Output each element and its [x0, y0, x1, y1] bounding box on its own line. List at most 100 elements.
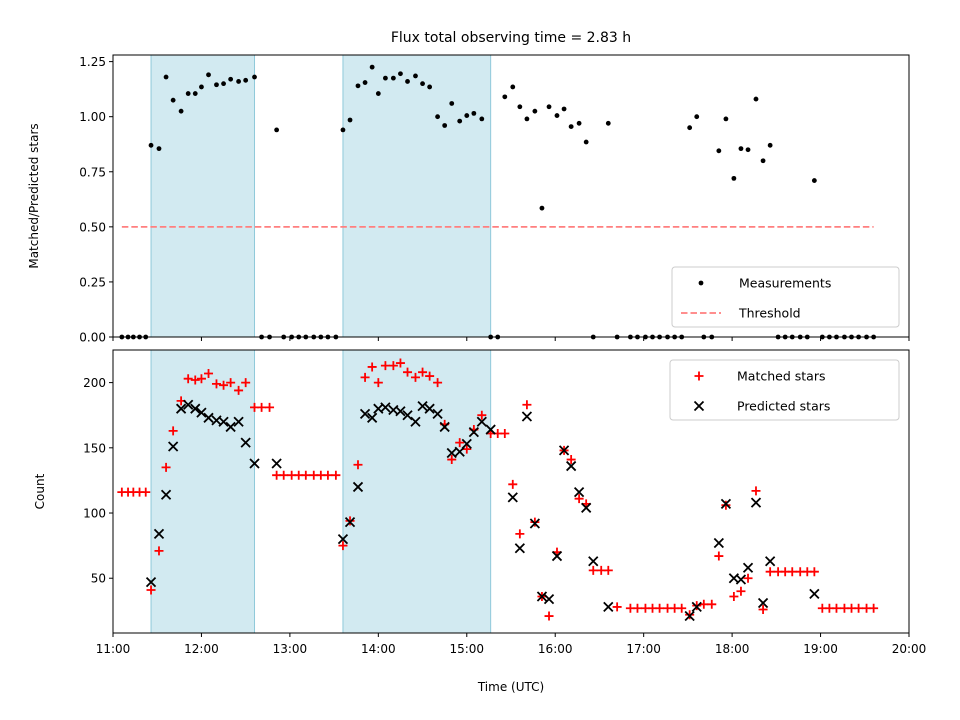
x-axis-label: Time (UTC): [477, 680, 544, 694]
matched-star-point: [141, 487, 151, 497]
predicted-star-point: [468, 427, 479, 438]
predicted-star-point: [765, 556, 776, 567]
matched-star-point: [522, 400, 532, 410]
bottom-y-ticks: 50 100 150 200: [83, 376, 113, 586]
top-shaded-interval-0: [150, 54, 256, 338]
measurement-point: [375, 91, 381, 96]
legend-label: Measurements: [739, 276, 831, 291]
matched-star-point: [146, 585, 156, 595]
matched-star-point: [433, 378, 443, 388]
matched-star-point: [410, 372, 420, 382]
matched-star-point: [751, 486, 761, 496]
matched-star-point: [455, 438, 465, 448]
matched-star-point: [418, 367, 428, 377]
measurement-point: [243, 77, 249, 83]
measurement-point: [532, 108, 538, 114]
x-tick-label: 11:00: [96, 642, 131, 656]
matched-star-point: [612, 602, 622, 612]
matched-star-point: [758, 605, 768, 615]
matched-star-point: [544, 611, 554, 621]
predicted-star-point: [233, 416, 244, 427]
top-legend-box: [671, 266, 900, 328]
matched-star-point: [603, 565, 613, 575]
matched-star-point: [353, 460, 363, 470]
measurement-point: [502, 94, 508, 100]
bottom-x-ticks: 11:00 12:00 13:00 14:00 15:00 16:00 17:00 18:00…: [96, 633, 926, 656]
measurement-point: [716, 148, 722, 154]
predicted-star-point: [476, 416, 487, 427]
predicted-star-point: [573, 487, 585, 498]
predicted-star-point: [551, 550, 563, 562]
x-tick-label: 18:00: [715, 642, 750, 656]
measurement-point: [228, 76, 234, 82]
predicted-star-point: [196, 407, 207, 418]
predicted-star-point: [145, 577, 157, 588]
predicted-star-point: [439, 421, 450, 433]
legend-predicted-marker: [693, 400, 705, 412]
measurement-point: [170, 97, 176, 103]
matched-star-point: [462, 444, 472, 454]
top-y-tick-label: 0.50: [79, 220, 106, 234]
matched-star-point: [854, 603, 864, 613]
predicted-star-point: [684, 610, 695, 622]
measurement-point: [369, 64, 375, 70]
legend-measurements-marker: [698, 280, 704, 286]
predicted-star-point: [735, 574, 747, 585]
measurement-point: [464, 113, 470, 118]
predicted-star-point: [367, 412, 378, 423]
measurement-point: [539, 205, 545, 211]
matched-star-point: [655, 603, 665, 613]
predicted-star-point: [410, 416, 421, 427]
measurement-point: [811, 178, 817, 183]
x-tick-label: 13:00: [273, 642, 308, 656]
matched-star-point: [869, 603, 879, 613]
measurement-point: [745, 147, 751, 153]
measurement-point: [767, 142, 773, 148]
matched-star-point: [338, 541, 348, 551]
matched-star-point: [161, 462, 171, 472]
top-y-tick-label: 0.00: [79, 331, 106, 345]
bot-y-tick-label: 50: [91, 572, 106, 586]
predicted-star-point: [485, 424, 496, 435]
measurement-point: [340, 127, 346, 133]
matched-star-point: [196, 374, 206, 384]
measurement-point: [362, 80, 368, 85]
measurement-point: [199, 84, 204, 90]
matched-star-point: [632, 603, 642, 613]
matched-star-point: [323, 470, 333, 480]
matched-star-point: [515, 529, 525, 539]
matched-star-point: [831, 603, 841, 613]
measurement-point: [561, 106, 567, 112]
predicted-star-point: [359, 408, 371, 420]
predicted-star-point: [352, 481, 364, 493]
measurement-point: [576, 120, 582, 126]
matched-star-point: [588, 565, 598, 575]
measurement-point: [457, 118, 463, 124]
chart-title: Flux total observing time = 2.83 h: [391, 30, 631, 46]
predicted-star-point: [249, 458, 260, 469]
measurement-point: [156, 146, 162, 152]
measurement-point: [449, 101, 455, 106]
bottom-legend-entries: Matched stars Predicted stars: [693, 369, 830, 414]
predicted-star-point: [514, 543, 525, 554]
predicted-star-point: [344, 517, 356, 528]
measurement-point: [524, 116, 530, 122]
measurement-point: [163, 74, 169, 80]
predicted-star-point: [558, 445, 570, 456]
legend-label: Matched stars: [737, 369, 825, 384]
top-y-tick-label: 1.25: [79, 55, 106, 69]
predicted-star-point: [402, 410, 413, 421]
bot-y-tick-label: 150: [83, 441, 106, 455]
measurement-point: [471, 110, 477, 116]
matched-star-point: [190, 375, 200, 385]
predicted-star-point: [417, 400, 428, 412]
measurement-point: [252, 74, 257, 80]
matched-star-point: [809, 567, 819, 577]
measurement-point: [398, 71, 403, 77]
predicted-star-point: [218, 416, 229, 427]
matched-star-point: [707, 599, 717, 609]
measurement-point: [347, 117, 353, 123]
matched-star-point: [331, 470, 341, 480]
predicted-star-point: [536, 591, 548, 602]
x-tick-label: 15:00: [449, 642, 484, 656]
